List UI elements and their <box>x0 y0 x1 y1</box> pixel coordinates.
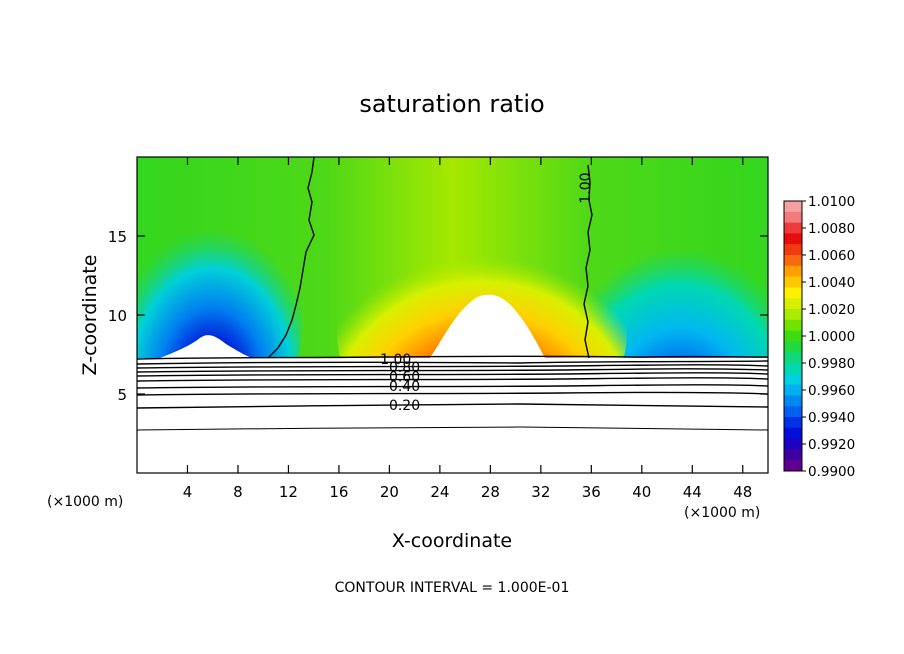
contour-line-base <box>137 355 768 360</box>
x-tick-label: 20 <box>380 483 399 501</box>
x-tick-label: 4 <box>183 483 193 501</box>
contour-line-3 <box>137 364 768 369</box>
colorbar-label: 1.0100 <box>808 194 855 210</box>
contour-label: 0.80 <box>389 360 420 376</box>
y-tick-label: 15 <box>108 228 127 246</box>
x-unit-left: (×1000 m) <box>47 494 123 510</box>
colorbar-segment <box>784 330 802 342</box>
colorbar-label: 1.0000 <box>808 329 855 345</box>
colorbar-segment <box>784 460 802 472</box>
colorbar-segment <box>784 244 802 256</box>
colorbar-label: 0.9940 <box>808 410 855 426</box>
contour-line-9 <box>137 403 768 409</box>
colorbar-label: 0.9960 <box>808 383 855 399</box>
colorbar-segment <box>784 363 802 375</box>
x-tick-label: 12 <box>279 483 298 501</box>
x-axis: 4 8 12 16 20 24 28 32 36 40 44 48 <box>183 157 752 501</box>
colorbar-segment <box>784 319 802 332</box>
colorbar-segment <box>784 395 802 407</box>
plot-area <box>137 157 768 473</box>
colorbar-segment <box>784 265 802 278</box>
colorbar-label: 1.0020 <box>808 302 855 318</box>
contour-label: 1.00 <box>380 352 411 368</box>
colorbar-segment <box>784 309 802 321</box>
colorbar-label: 0.9980 <box>808 356 855 372</box>
colorbar-segment <box>784 427 802 440</box>
colorbar-label: 1.0040 <box>808 275 855 291</box>
y-axis: 5 10 15 <box>108 228 768 404</box>
y-axis-label: Z-coordinate <box>79 255 101 376</box>
contour-line-8 <box>137 391 768 396</box>
colorbar-segment <box>784 373 802 386</box>
left-hill-white <box>160 335 252 358</box>
contour-label: 0.20 <box>389 398 420 414</box>
x-tick-label: 48 <box>733 483 752 501</box>
colorbar-segment <box>784 201 802 213</box>
colorbar-segment <box>784 287 802 299</box>
contour-label: 0.40 <box>389 379 420 395</box>
contour-lines <box>137 157 768 431</box>
colorbar-segment <box>784 406 802 418</box>
contour-line-left <box>267 157 315 359</box>
x-axis-label: X-coordinate <box>392 530 512 552</box>
colorbar-segment <box>784 276 802 288</box>
colorbar-segment <box>784 298 802 310</box>
contour-label: 1.00 <box>578 172 594 203</box>
colorbar-segment <box>784 449 802 461</box>
contour-line-10 <box>137 426 768 431</box>
colorbar-label: 0.9900 <box>808 464 855 480</box>
x-tick-label: 40 <box>632 483 651 501</box>
x-tick-label: 44 <box>683 483 702 501</box>
colorbar-segment <box>784 222 802 234</box>
x-tick-label: 16 <box>329 483 348 501</box>
colorbar-segment <box>784 211 802 224</box>
x-unit-right: (×1000 m) <box>684 505 760 521</box>
y-tick-label: 10 <box>108 307 127 325</box>
contour-line-right <box>583 164 593 359</box>
colorbar-label: 1.0060 <box>808 248 855 264</box>
colorbar-label: 1.0080 <box>808 221 855 237</box>
colorbar-segment <box>784 255 802 267</box>
colorbar: 1.0100 1.0080 1.0060 1.0040 1.0020 1.0000 0.99… <box>783 194 855 480</box>
x-tick-label: 8 <box>233 483 243 501</box>
y-tick-label: 5 <box>117 386 127 404</box>
chart-title: saturation ratio <box>359 90 544 118</box>
colorbar-segment <box>784 438 802 450</box>
colorbar-segment <box>784 352 802 364</box>
contour-line-7 <box>137 384 768 389</box>
contour-line-2 <box>137 360 768 365</box>
x-tick-label: 28 <box>481 483 500 501</box>
colorbar-segment <box>784 417 802 429</box>
contour-interval-note: CONTOUR INTERVAL = 1.000E-01 <box>335 580 570 596</box>
colorbar-label: 0.9920 <box>808 437 855 453</box>
contour-line-4 <box>137 368 768 373</box>
colorbar-segment <box>784 384 802 396</box>
colorbar-segment <box>784 233 802 245</box>
contour-labels: 1.000.800.600.400.201.00 <box>380 172 594 414</box>
contour-line-6 <box>137 377 768 382</box>
sub-saturated-region <box>137 358 768 473</box>
x-tick-label: 32 <box>531 483 550 501</box>
dome-core-white <box>430 294 545 358</box>
contour-line-5 <box>137 372 768 377</box>
x-tick-label: 36 <box>582 483 601 501</box>
colorbar-segment <box>784 341 802 353</box>
x-tick-label: 24 <box>430 483 449 501</box>
contour-label: 0.60 <box>389 370 420 386</box>
